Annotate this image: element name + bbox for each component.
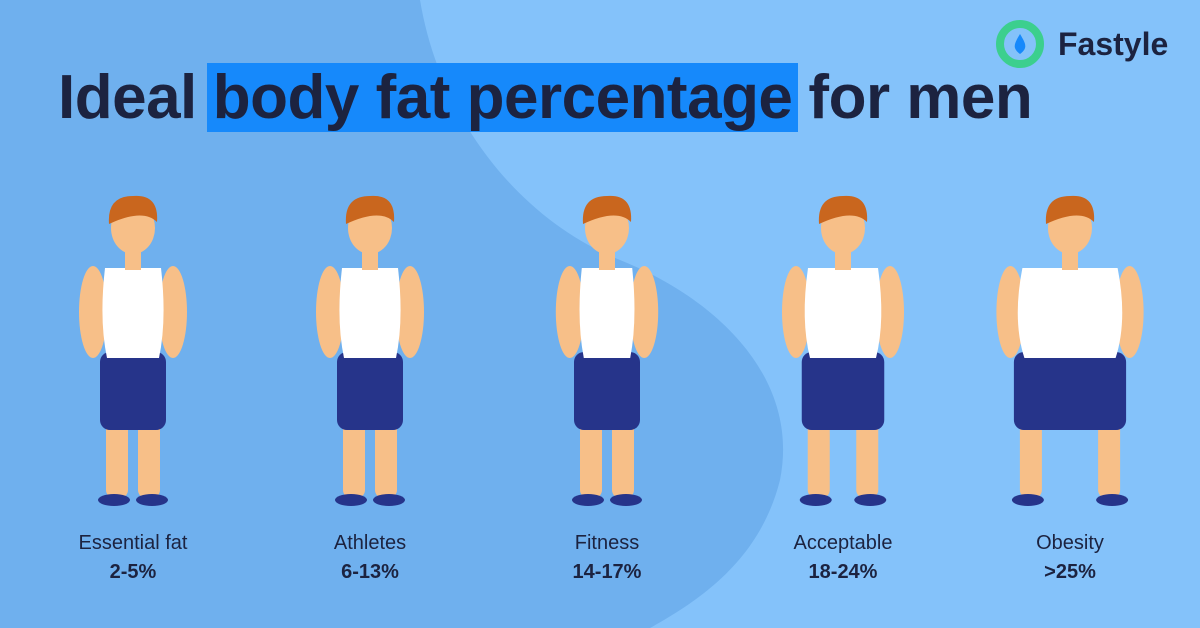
figure-part (1098, 420, 1121, 498)
figure-caption: Essential fat 2-5% (23, 532, 243, 584)
figure-part (98, 494, 130, 506)
title-end: for men (808, 63, 1033, 132)
figure-part (1011, 494, 1044, 506)
brand: Fastyle (1058, 26, 1169, 62)
figure-part (373, 494, 405, 506)
figure-part (102, 268, 164, 358)
figure-label: Fitness (574, 532, 640, 554)
figure-part (801, 352, 885, 430)
figure-part (854, 494, 887, 506)
figure-part (610, 494, 642, 506)
figure-part (856, 420, 879, 498)
figure-part (580, 420, 602, 498)
figure-part (339, 268, 401, 358)
figure-caption: Fitness 14-17% (497, 532, 717, 584)
figure-part (335, 494, 367, 506)
figure-part (1096, 494, 1129, 506)
figure-part (582, 195, 632, 224)
title-start: Ideal (58, 63, 197, 132)
figure-part (807, 420, 830, 498)
title-highlight: body fat percentage (206, 63, 799, 132)
figure-part (1115, 266, 1144, 358)
figure-part (876, 266, 904, 358)
figure-part (1045, 195, 1095, 224)
figure-part (1017, 268, 1123, 358)
figure-part (106, 420, 128, 498)
figure-label: Essential fat (78, 532, 188, 554)
figure-caption: Athletes 6-13% (260, 532, 480, 584)
figure-part (782, 266, 810, 358)
figure-part (630, 266, 659, 358)
figure-range: 14-17% (572, 561, 642, 583)
figure-part (138, 420, 160, 498)
figure-part (343, 420, 365, 498)
figure-part (337, 352, 403, 430)
title: Ideal body fat percentage for men (58, 62, 1033, 133)
figure-range: >25% (1044, 561, 1096, 583)
figure-range: 2-5% (109, 561, 157, 583)
figure-part (579, 268, 635, 358)
figure-label: Athletes (333, 532, 407, 554)
figure-part (574, 352, 640, 430)
figure-part (345, 195, 395, 224)
figure-part (108, 195, 158, 224)
figure-part (818, 195, 868, 224)
figure-part (996, 266, 1025, 358)
figure-range: 18-24% (808, 561, 878, 583)
figure-part (572, 494, 604, 506)
figure-caption: Obesity >25% (960, 532, 1180, 584)
figure-part (396, 266, 424, 358)
figure-part (1019, 420, 1042, 498)
figure-part (100, 352, 166, 430)
figure-caption: Acceptable 18-24% (733, 532, 953, 584)
figure-part (316, 266, 344, 358)
figure-part (375, 420, 397, 498)
figure-part (555, 266, 584, 358)
figure-part (804, 268, 882, 358)
figure-part (136, 494, 168, 506)
figure-label: Obesity (1036, 532, 1104, 554)
figure-label: Acceptable (793, 532, 893, 554)
figure-part (612, 420, 634, 498)
figure-range: 6-13% (341, 561, 399, 583)
figure-part (1013, 352, 1127, 430)
figure-part (799, 494, 832, 506)
figure-part (159, 266, 187, 358)
figure-part (79, 266, 107, 358)
